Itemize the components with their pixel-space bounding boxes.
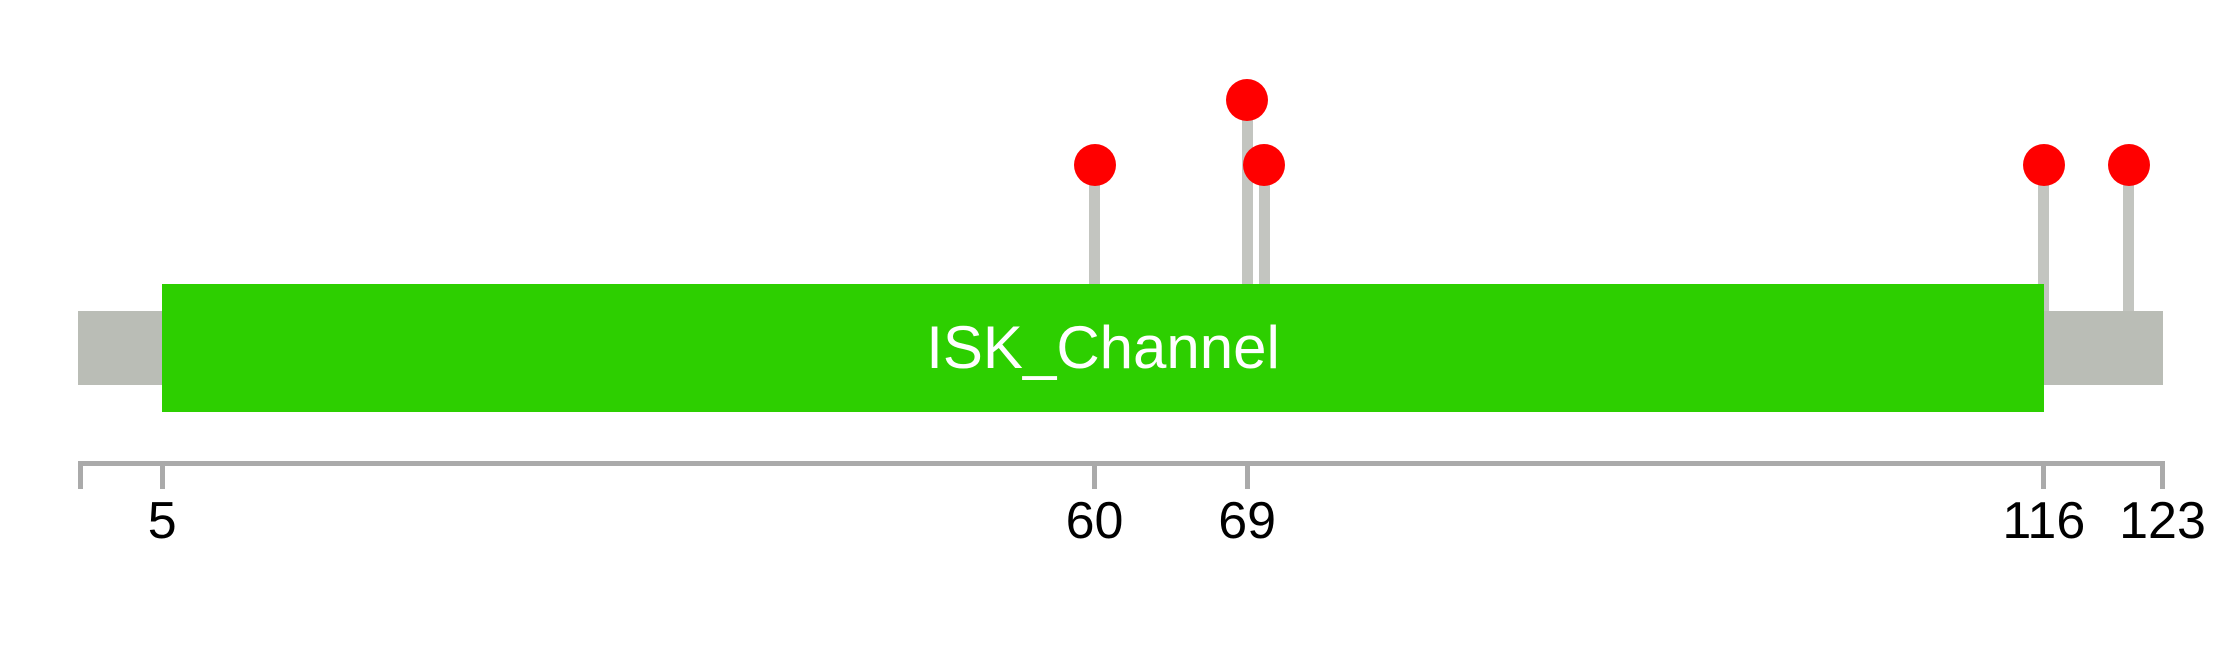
mutation-stem [2123,165,2135,330]
mutation-stem [1258,165,1270,330]
axis-tick-label: 5 [147,492,177,550]
axis-tick-label: 60 [1065,492,1124,550]
axis-tick [1244,461,1250,489]
mutation-circle [2022,144,2065,186]
axis-tick [2041,461,2047,489]
mutation-stem [2038,165,2050,330]
mutation-stem [1089,165,1101,330]
axis-tick [2160,461,2165,489]
axis-tick-label: 116 [2002,492,2086,550]
axis-tick [1092,461,1098,489]
mutation-stem [1241,100,1253,330]
axis-tick [159,461,165,489]
mutation-circle [2107,144,2150,186]
axis-tick-label: 123 [2119,492,2206,550]
domain-box: ISK_Channel [162,284,2044,412]
domain-label: ISK_Channel [926,314,1280,381]
axis-line [77,461,2165,466]
mutation-circle [1243,144,1286,186]
axis-tick [77,461,83,489]
axis-tick-label: 69 [1218,492,1277,550]
mutation-circle [1226,79,1269,121]
mutation-circle [1073,144,1116,186]
